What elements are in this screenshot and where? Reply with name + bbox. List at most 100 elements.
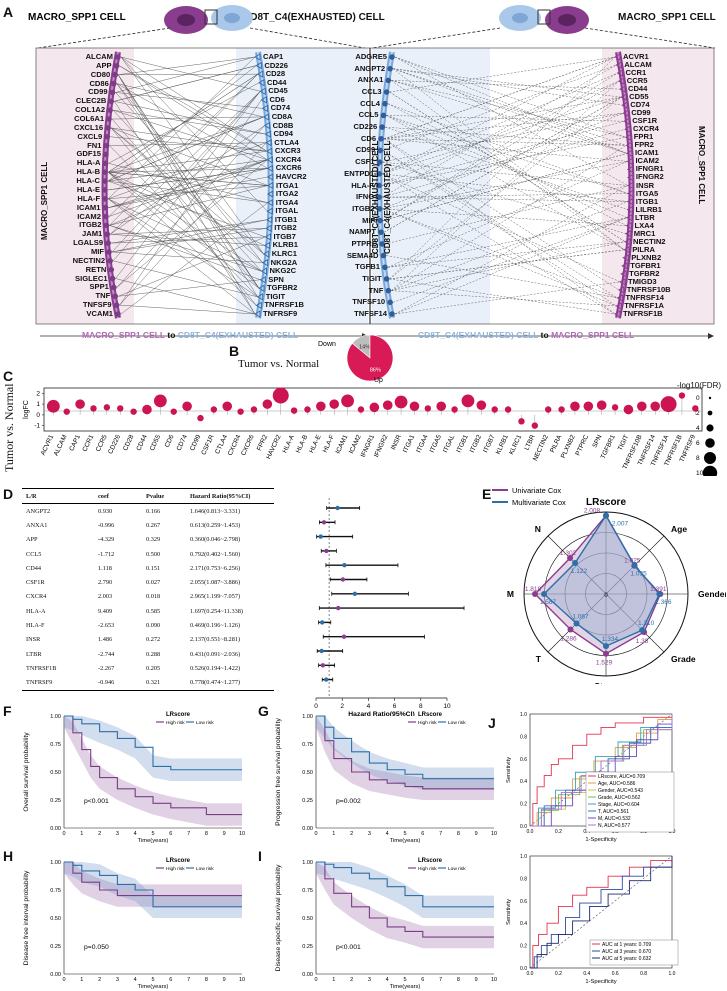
p-value: p<0.001 [84, 798, 109, 805]
interaction-line [118, 279, 261, 297]
macro-cell-illustration-right [499, 5, 589, 34]
y-axis-label: Sensitivity [506, 757, 512, 783]
receptor-marker [616, 69, 623, 77]
x-tick: 0.2 [555, 971, 562, 977]
multivariate-point [656, 591, 663, 597]
dot-point [570, 401, 580, 412]
interaction-line [391, 80, 619, 291]
x-tick: 0 [314, 703, 318, 710]
gene-dot [379, 241, 385, 247]
interaction-line [393, 68, 628, 154]
interaction-line [389, 249, 625, 280]
gene-label: CD99 [355, 145, 376, 155]
y-tick: 0.50 [302, 916, 313, 922]
receptor-marker [627, 181, 634, 190]
left-vertical-cell-label: MACRO_SPP1 CELL [40, 161, 49, 240]
interaction-line [108, 172, 257, 306]
gene-label: CCL4 [360, 98, 380, 108]
receptor-marker [626, 213, 633, 222]
dot-point [451, 406, 458, 413]
table-row: CSF1R 2.790 0.027 2.055(1.087~3.886) [22, 575, 274, 589]
interaction-line [381, 137, 626, 186]
receptor-marker [623, 117, 630, 126]
gene-label: NECTIN2 [633, 236, 666, 246]
univariate-value: 1.286 [560, 636, 577, 643]
interaction-line [381, 80, 619, 186]
receptor-marker [621, 262, 628, 270]
gene-label: TGFBR1 [630, 260, 661, 270]
table-cell: -0.946 [94, 675, 142, 691]
table-cell: -2.267 [98, 664, 115, 672]
interaction-line [108, 151, 267, 173]
gene-dot [382, 100, 388, 107]
dot-point [461, 394, 475, 408]
x-axis-label: Hazard Ratio(95%CI) [348, 711, 414, 716]
gene-dot [102, 160, 109, 167]
receptor-marker [627, 173, 634, 182]
y-tick: 0.50 [302, 770, 313, 776]
caption-target: MACRO_SPP1 CELL [551, 330, 635, 340]
gene-label: ICAM1 [635, 148, 659, 158]
y-tick: 0.75 [302, 888, 313, 894]
x-tick: 1 [80, 977, 83, 983]
x-tick: 8 [457, 977, 460, 983]
interaction-line [109, 225, 261, 280]
x-tick-label: ITGB2 [469, 434, 483, 454]
receptor-marker [266, 156, 273, 164]
caption-from: CD8T_C4(EXHAUSTED) CELL [418, 330, 539, 340]
gene-label: TIGIT [265, 291, 286, 301]
gene-label: FN1 [87, 140, 102, 150]
gene-label: TNFSF14 [354, 309, 387, 318]
gene-label: APP [95, 60, 112, 70]
x-tick: 3 [368, 831, 371, 837]
table-cell: CSF1R [26, 579, 45, 587]
interaction-line [383, 153, 628, 221]
x-tick: 0.0 [527, 971, 534, 977]
gene-label: CD55 [629, 92, 649, 102]
dot-point [544, 406, 552, 413]
receptor-marker [624, 125, 631, 134]
univariate-value: 1.818 [525, 586, 542, 593]
x-tick: 0 [314, 977, 317, 983]
gene-label: PLXNB2 [631, 252, 662, 262]
multivariate-value: 1.334 [602, 636, 619, 643]
table-cell: 0.018 [146, 593, 161, 601]
gene-label: TGFB1 [355, 262, 380, 272]
dot-point [369, 402, 380, 413]
km-legend-low: Low risk [448, 720, 466, 726]
interaction-line [111, 127, 269, 186]
receptor-marker [614, 53, 621, 61]
x-tick: 7 [187, 831, 190, 837]
receptor-marker [254, 53, 261, 61]
dot-legend-title: -log10(FDR) [677, 381, 722, 390]
dot-point [117, 405, 124, 412]
roc-legend-item: T, AUC=0.561 [598, 809, 629, 815]
interaction-line [113, 260, 258, 298]
interaction-line [112, 251, 263, 263]
interaction-line [384, 138, 627, 146]
panel-label-i: I [258, 848, 262, 864]
gene-label: ANGPT2 [354, 63, 386, 73]
x-tick: 4 [386, 977, 389, 983]
dot-point [409, 401, 420, 412]
receptor-marker [265, 138, 272, 147]
y-tick: 0.0 [520, 824, 527, 830]
gene-label: CXCR4 [275, 154, 302, 164]
gene-dot [113, 302, 120, 308]
y-tick: 1.00 [302, 714, 313, 720]
pie-chart: 14% 86% Down Up [318, 334, 394, 384]
col-header-hr: Hazard Ratio(95%CI) [186, 488, 274, 504]
table-cell: 0.027 [146, 579, 161, 587]
interaction-line [107, 159, 268, 182]
table-cell: 0.613(0.259~1.453) [190, 521, 241, 529]
dot-point [75, 399, 85, 409]
receptor-marker [625, 141, 632, 150]
x-tick-label: PTPRC [574, 434, 590, 457]
table-cell: 0.585 [146, 607, 161, 615]
table-row: APP -4.329 0.329 0.360(0.046~2.798) [22, 533, 274, 547]
roc-legend-item: AUC at 3 years: 0.670 [602, 949, 651, 955]
hr-point [319, 648, 324, 654]
y-tick: 1.0 [520, 712, 527, 718]
right-vertical-cell-label: MACRO_SPP1 CELL [697, 126, 706, 205]
gene-label: ICAM1 [76, 202, 101, 212]
